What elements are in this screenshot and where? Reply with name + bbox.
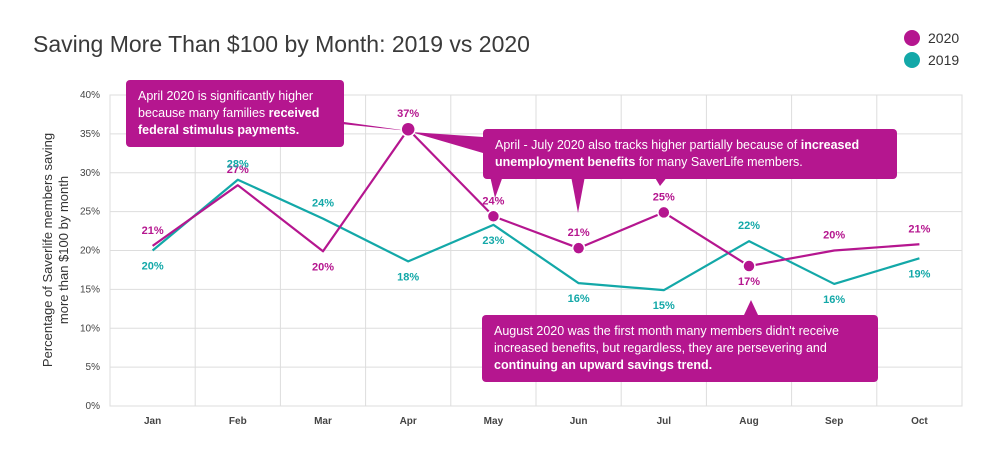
y-tick-label: 10% bbox=[80, 323, 100, 334]
x-tick-label: Aug bbox=[739, 416, 758, 427]
annotation-august: August 2020 was the first month many mem… bbox=[482, 315, 878, 382]
pointer-unemployment-may bbox=[490, 176, 503, 198]
annotation-stimulus: April 2020 is significantly higher becau… bbox=[126, 80, 344, 147]
data-labels: 21% 27% 20% 37% 24% 21% 25% 17% 20% 21% 20% 28% 24% 1… bbox=[142, 108, 931, 312]
chart-title: Saving More Than $100 by Month: 2019 vs … bbox=[33, 31, 530, 57]
pointer-unemployment-jun bbox=[571, 176, 585, 213]
data-label-2019: 15% bbox=[653, 300, 675, 312]
legend: 2020 2019 bbox=[904, 30, 959, 68]
y-tick-label: 20% bbox=[80, 246, 100, 257]
marker-2020 bbox=[657, 205, 671, 220]
y-tick-label: 30% bbox=[80, 168, 100, 179]
marker-2020 bbox=[486, 209, 501, 224]
y-tick-label: 5% bbox=[86, 362, 101, 373]
legend-label-2019: 2019 bbox=[928, 52, 959, 68]
data-label-2020: 37% bbox=[397, 108, 419, 120]
y-axis-ticks: 0% 5% 10% 15% 20% 25% 30% 35% 40% bbox=[80, 90, 100, 412]
annotation-august-bold: continuing an upward savings trend. bbox=[494, 358, 713, 372]
legend-label-2020: 2020 bbox=[928, 30, 959, 46]
y-axis-label-line: Percentage of Saverlife members saving bbox=[40, 133, 55, 367]
y-tick-label: 40% bbox=[80, 90, 100, 101]
annotation-stimulus-text: April 2020 is significantly higher becau… bbox=[138, 89, 314, 120]
marker-2020 bbox=[571, 241, 586, 255]
data-label-2019: 24% bbox=[312, 198, 334, 210]
marker-2020 bbox=[400, 121, 416, 137]
pointer-august bbox=[744, 300, 758, 315]
x-tick-label: Apr bbox=[400, 416, 417, 427]
data-label-2019: 16% bbox=[568, 293, 590, 305]
y-axis-label: Percentage of Saverlife members savingmo… bbox=[40, 133, 71, 367]
data-label-2020: 24% bbox=[482, 195, 504, 207]
data-label-2020: 20% bbox=[823, 230, 845, 242]
data-label-2019: 20% bbox=[142, 261, 164, 273]
y-tick-label: 25% bbox=[80, 207, 100, 218]
data-label-2020: 27% bbox=[227, 164, 249, 176]
series-line-2020 bbox=[151, 128, 920, 268]
annotation-unemployment-text-end: for many SaverLife members. bbox=[635, 155, 803, 169]
data-label-2019: 19% bbox=[908, 268, 930, 280]
marker-2020 bbox=[742, 259, 756, 273]
annotation-august-text: August 2020 was the first month many mem… bbox=[494, 324, 839, 355]
legend-swatch-2019 bbox=[904, 52, 920, 68]
x-tick-label: Jan bbox=[144, 416, 161, 427]
x-tick-label: Mar bbox=[314, 416, 332, 427]
x-tick-label: Oct bbox=[911, 416, 928, 427]
data-label-2019: 16% bbox=[823, 294, 845, 306]
x-tick-label: Feb bbox=[229, 416, 247, 427]
data-label-2020: 17% bbox=[738, 276, 760, 288]
y-tick-label: 35% bbox=[80, 129, 100, 140]
data-label-2020: 21% bbox=[142, 225, 164, 237]
data-label-2020: 21% bbox=[908, 223, 930, 235]
x-tick-label: Jun bbox=[570, 416, 588, 427]
y-tick-label: 0% bbox=[86, 401, 101, 412]
x-axis-ticks: Jan Feb Mar Apr May Jun Jul Aug Sep Oct bbox=[144, 416, 928, 427]
data-label-2019: 28% bbox=[227, 159, 249, 171]
data-label-2020: 20% bbox=[312, 261, 334, 273]
annotation-unemployment-bold: increased unemployment benefits bbox=[495, 138, 860, 169]
annotation-unemployment: April - July 2020 also tracks higher par… bbox=[483, 129, 897, 179]
pointer-unemployment-apr bbox=[411, 132, 483, 153]
annotation-stimulus-bold: received federal stimulus payments. bbox=[138, 106, 320, 137]
data-label-2019: 23% bbox=[482, 235, 504, 247]
series-line-2019 bbox=[151, 178, 920, 292]
data-label-2020: 25% bbox=[653, 191, 675, 203]
x-tick-label: Sep bbox=[825, 416, 843, 427]
data-label-2020: 21% bbox=[568, 227, 590, 239]
x-tick-label: May bbox=[484, 416, 504, 427]
data-label-2019: 22% bbox=[738, 220, 760, 232]
y-axis-label-line: more than $100 by month bbox=[56, 176, 71, 324]
x-tick-label: Jul bbox=[657, 416, 672, 427]
legend-swatch-2020 bbox=[904, 30, 920, 46]
y-tick-label: 15% bbox=[80, 284, 100, 295]
data-label-2019: 18% bbox=[397, 271, 419, 283]
annotation-unemployment-text: April - July 2020 also tracks higher par… bbox=[495, 138, 801, 152]
series bbox=[151, 121, 920, 292]
